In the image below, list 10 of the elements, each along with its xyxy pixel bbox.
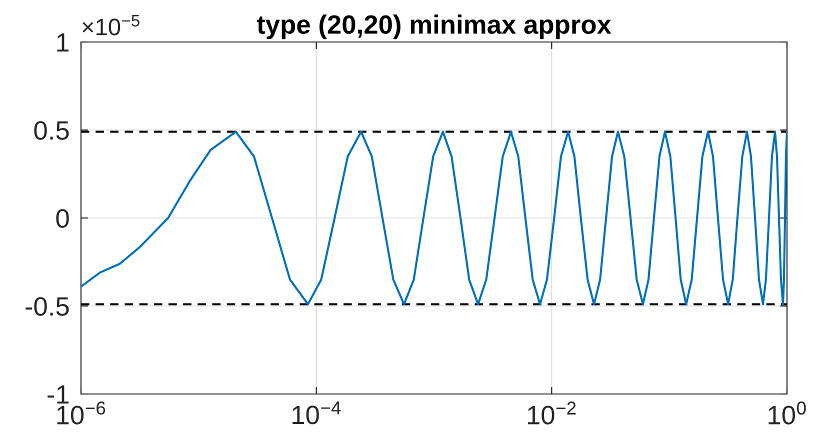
x-tick-label: 10$^{−4}$ [292, 402, 341, 424]
text: ×10$^{−5}$ [82, 15, 140, 36]
x-tick-label: 10$^{0}$ [768, 402, 806, 424]
y-tick-label: -1 [48, 385, 69, 404]
y-tick-label: 0 [56, 209, 69, 228]
y-tick-label: 1 [57, 33, 69, 52]
y-tick-label: -0.5 [26, 297, 69, 316]
y-tick-label: 0.5 [34, 121, 69, 140]
x-tick-label: 10$^{−2}$ [528, 402, 576, 424]
chart-title: type (20,20) minimax approx [256, 14, 612, 40]
